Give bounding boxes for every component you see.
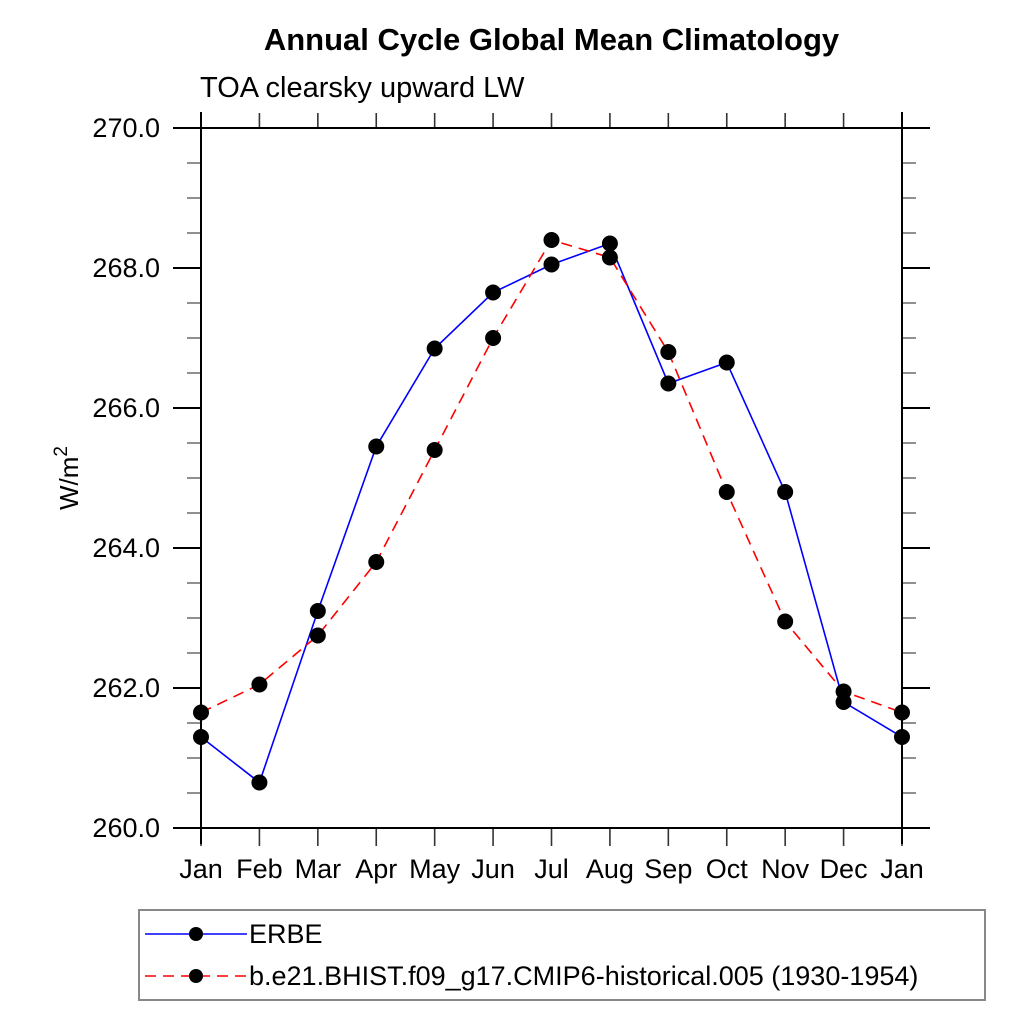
chart-subtitle: TOA clearsky upward LW	[200, 72, 525, 104]
data-point-marker	[426, 340, 443, 357]
y-axis-label: W/m2	[51, 446, 84, 510]
data-point-marker	[193, 704, 209, 721]
y-tick-label: 264.0	[92, 533, 160, 563]
x-tick-label: Jun	[471, 854, 515, 884]
x-tick-label: Jan	[179, 854, 223, 884]
series-line-0	[200, 242, 903, 784]
data-point-marker	[894, 729, 910, 745]
x-tick-label: May	[409, 854, 461, 884]
y-tick-label: 268.0	[92, 253, 160, 283]
x-tick-label: Aug	[586, 854, 634, 884]
y-tick-label: 266.0	[92, 393, 160, 423]
data-point-marker	[660, 375, 677, 392]
legend-row-erbe: ERBE	[140, 915, 984, 953]
legend-swatch-marker	[189, 969, 203, 983]
data-point-marker	[777, 613, 794, 630]
legend-swatch-model	[145, 969, 247, 983]
data-point-marker	[368, 554, 385, 570]
legend-label-erbe: ERBE	[249, 918, 323, 949]
data-point-marker	[543, 232, 560, 248]
data-point-marker	[601, 249, 618, 266]
x-tick-label: Sep	[644, 854, 692, 884]
data-point-marker	[426, 442, 443, 458]
data-point-marker	[601, 235, 618, 252]
data-point-marker	[485, 330, 502, 346]
data-point-marker	[193, 729, 209, 745]
legend-label-model: b.e21.BHIST.f09_g17.CMIP6-historical.005…	[249, 960, 919, 991]
legend: ERBE b.e21.BHIST.f09_g17.CMIP6-historica…	[138, 909, 986, 1001]
data-point-marker	[894, 704, 910, 721]
legend-swatch-erbe	[145, 927, 247, 941]
legend-row-model: b.e21.BHIST.f09_g17.CMIP6-historical.005…	[140, 957, 984, 995]
x-tick-label: Dec	[820, 854, 868, 884]
x-tick-label: Jan	[880, 854, 924, 884]
data-point-marker	[368, 438, 385, 455]
x-tick-label: Mar	[295, 854, 342, 884]
x-tick-label: Jul	[534, 854, 569, 884]
data-point-marker	[251, 774, 268, 791]
x-tick-label: Apr	[355, 854, 397, 884]
x-tick-label: Nov	[761, 854, 810, 884]
data-point-marker	[309, 627, 326, 644]
series-line-1	[200, 239, 903, 714]
y-tick-label: 270.0	[92, 113, 160, 143]
legend-swatch-marker	[189, 927, 203, 941]
y-tick-label: 260.0	[92, 813, 160, 843]
data-point-marker	[777, 484, 794, 500]
data-point-marker	[718, 484, 735, 500]
y-tick-label: 262.0	[92, 673, 160, 703]
data-point-marker	[543, 256, 560, 273]
data-point-marker	[660, 344, 677, 360]
x-tick-label: Feb	[236, 854, 283, 884]
chart-title: Annual Cycle Global Mean Climatology	[263, 22, 840, 57]
data-point-marker	[485, 284, 502, 301]
data-point-marker	[309, 603, 326, 619]
data-point-marker	[718, 354, 735, 371]
x-tick-label: Oct	[706, 854, 749, 884]
data-point-marker	[835, 683, 852, 700]
data-point-marker	[251, 676, 268, 693]
